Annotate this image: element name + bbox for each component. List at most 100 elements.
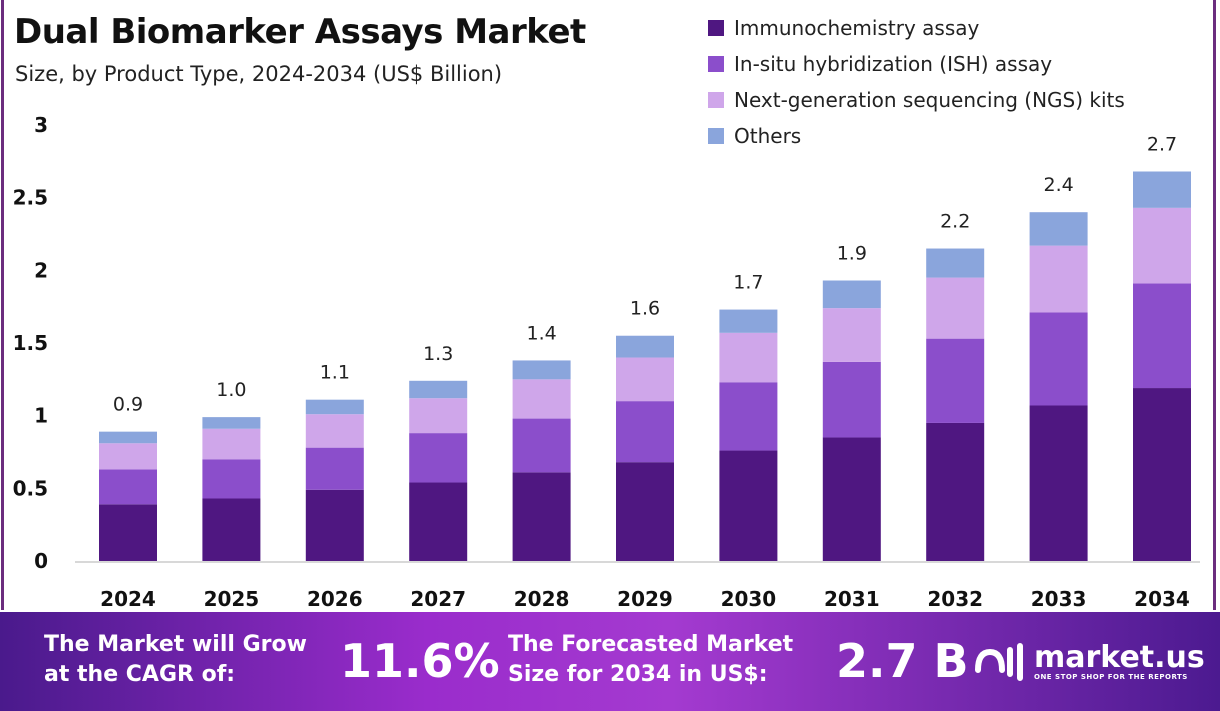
forecast-label: The Forecasted Market Size for 2034 in US… bbox=[508, 630, 793, 690]
forecast-text-line-1: The Forecasted Market bbox=[508, 632, 794, 657]
legend-swatch bbox=[708, 128, 724, 144]
y-tick-label: 1.5 bbox=[13, 331, 48, 355]
x-tick-label: 2026 bbox=[307, 587, 363, 611]
bar-segment bbox=[1133, 283, 1191, 389]
total-data-label: 2.2 bbox=[940, 211, 970, 233]
bar-segment bbox=[1029, 212, 1088, 246]
total-data-label: 2.7 bbox=[1147, 134, 1177, 156]
y-tick-label: 2.5 bbox=[13, 186, 48, 210]
bar-segment bbox=[719, 309, 778, 333]
market-us-logo: market.us ONE STOP SHOP FOR THE REPORTS bbox=[972, 640, 1205, 684]
bar-segment bbox=[616, 401, 674, 463]
cagr-label: The Market will Grow at the CAGR of: bbox=[44, 630, 307, 690]
bar-segment bbox=[202, 428, 261, 460]
total-data-label: 0.9 bbox=[113, 394, 143, 416]
bar-segment bbox=[719, 332, 778, 383]
bar-segment bbox=[202, 498, 261, 561]
total-data-label: 1.0 bbox=[216, 379, 246, 401]
logo-name: market.us bbox=[1034, 640, 1205, 675]
x-tick-label: 2031 bbox=[824, 587, 880, 611]
bar-segment bbox=[616, 462, 674, 561]
total-data-label: 1.3 bbox=[423, 343, 453, 365]
bar-segment bbox=[926, 422, 985, 561]
bar-segment bbox=[1133, 207, 1191, 284]
bar-segment bbox=[926, 248, 985, 278]
total-data-label: 2.4 bbox=[1043, 174, 1073, 196]
x-tick-label: 2029 bbox=[617, 587, 673, 611]
legend-label: Immunochemistry assay bbox=[734, 16, 980, 40]
bar-segment bbox=[305, 447, 364, 490]
legend-label: Next-generation sequencing (NGS) kits bbox=[734, 88, 1125, 112]
y-tick-label: 0.5 bbox=[13, 476, 48, 500]
bar-segment bbox=[99, 504, 157, 561]
summary-banner: The Market will Grow at the CAGR of: 11.6… bbox=[0, 612, 1220, 711]
bar-segment bbox=[409, 398, 468, 434]
total-data-label: 1.9 bbox=[837, 243, 867, 265]
y-tick-label: 2 bbox=[34, 258, 48, 282]
total-data-label: 1.7 bbox=[733, 272, 763, 294]
legend-swatch bbox=[708, 56, 724, 72]
bar-segment bbox=[409, 482, 468, 561]
legend-swatch bbox=[708, 20, 724, 36]
chart-subtitle: Size, by Product Type, 2024-2034 (US$ Bi… bbox=[15, 62, 503, 86]
y-tick-label: 1 bbox=[34, 404, 48, 428]
bar-segment bbox=[822, 308, 881, 362]
stacked-bar-chart: 0 0.5 1 1.5 2 2.5 3 0.9 2024 1.0 2025 1.1 2026 1.3 202… bbox=[13, 113, 1200, 611]
legend-item: Next-generation sequencing (NGS) kits bbox=[708, 82, 1125, 118]
total-data-label: 1.4 bbox=[526, 322, 556, 344]
legend-label: In-situ hybridization (ISH) assay bbox=[734, 52, 1053, 76]
x-tick-label: 2025 bbox=[204, 587, 260, 611]
legend-swatch bbox=[708, 92, 724, 108]
bar-segment bbox=[305, 414, 364, 448]
x-tick-label: 2032 bbox=[927, 587, 983, 611]
bar-segment bbox=[512, 418, 571, 473]
legend: Immunochemistry assay In-situ hybridizat… bbox=[708, 10, 1125, 154]
cagr-value: 11.6% bbox=[340, 634, 500, 688]
bar-segment bbox=[305, 399, 364, 415]
forecast-value: 2.7 B bbox=[836, 634, 969, 688]
x-tick-label: 2033 bbox=[1031, 587, 1087, 611]
forecast-text-line-2: Size for 2034 in US$: bbox=[508, 662, 768, 687]
bar-segment bbox=[409, 433, 468, 483]
legend-item: In-situ hybridization (ISH) assay bbox=[708, 46, 1125, 82]
bar-segment bbox=[202, 459, 261, 499]
bar-segment bbox=[512, 379, 571, 419]
x-tick-label: 2027 bbox=[410, 587, 466, 611]
bar-segment bbox=[926, 277, 985, 339]
x-tick-label: 2030 bbox=[721, 587, 777, 611]
bar-segment bbox=[1029, 312, 1088, 406]
bar-segment bbox=[1133, 171, 1191, 208]
bar-segment bbox=[616, 335, 674, 358]
bar-segment bbox=[99, 431, 157, 444]
logo-icon bbox=[975, 643, 1023, 681]
bar-segment bbox=[719, 382, 778, 451]
bar-segment bbox=[822, 361, 881, 438]
bar-segment bbox=[616, 357, 674, 402]
bar-segment bbox=[202, 417, 261, 429]
legend-label: Others bbox=[734, 124, 802, 148]
bar-segment bbox=[1029, 405, 1088, 561]
x-tick-label: 2028 bbox=[514, 587, 570, 611]
bar-segment bbox=[99, 469, 157, 505]
bar-segment bbox=[719, 450, 778, 561]
y-tick-label: 3 bbox=[34, 113, 48, 137]
cagr-text-line-2: at the CAGR of: bbox=[44, 662, 236, 687]
bar-segment bbox=[926, 338, 985, 423]
x-tick-label: 2034 bbox=[1134, 587, 1190, 611]
cagr-text-line-1: The Market will Grow bbox=[44, 632, 307, 657]
bar-segment bbox=[512, 360, 571, 380]
logo-tagline: ONE STOP SHOP FOR THE REPORTS bbox=[1034, 673, 1188, 681]
x-tick-label: 2024 bbox=[100, 587, 156, 611]
legend-item: Others bbox=[708, 118, 1125, 154]
total-data-label: 1.6 bbox=[630, 298, 660, 320]
chart-frame bbox=[1, 0, 1216, 610]
bar-segment bbox=[409, 380, 468, 399]
bar-segment bbox=[1029, 245, 1088, 313]
total-data-label: 1.1 bbox=[320, 362, 350, 384]
bar-segment bbox=[512, 472, 571, 561]
bar-segment bbox=[99, 443, 157, 470]
bar-segment bbox=[822, 437, 881, 561]
chart-title: Dual Biomarker Assays Market bbox=[14, 12, 586, 52]
y-tick-label: 0 bbox=[34, 549, 48, 573]
legend-item: Immunochemistry assay bbox=[708, 10, 1125, 46]
